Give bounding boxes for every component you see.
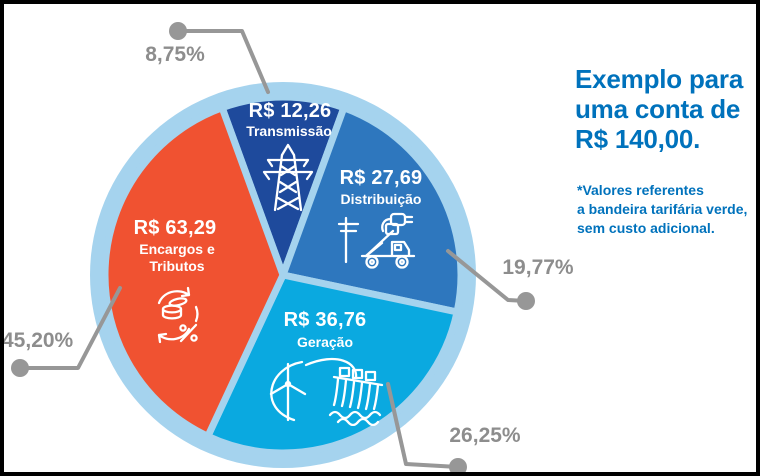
leader-dot-0	[169, 22, 187, 40]
example-title: Exemplo para uma conta de R$ 140,00.	[575, 64, 744, 154]
transmission-tower-icon	[258, 141, 318, 213]
pie-wedge-1	[279, 104, 465, 316]
pct-label-encargos: 45,20%	[2, 329, 74, 352]
wedge-label-encargos: Encargos e Tributos	[139, 241, 215, 274]
pct-label-transmissao: 8,75%	[145, 43, 205, 66]
pie-wedge-0	[218, 93, 348, 279]
pct-label-geracao: 26,25%	[449, 424, 521, 447]
leader-line-2	[386, 382, 460, 469]
wedge-amount-transmissao: R$ 12,26	[248, 100, 332, 122]
wedge-label-distribuicao: Distribuição	[340, 191, 422, 207]
tariff-flag-note: *Valores referentes a bandeira tarifária…	[577, 182, 748, 236]
wedge-amount-encargos: R$ 63,29	[133, 217, 217, 239]
wedge-label-geracao: Geração	[296, 334, 354, 350]
leader-dot-2	[449, 458, 467, 476]
pct-label-distribuicao: 19,77%	[502, 256, 574, 279]
pie-wedge-3	[101, 104, 287, 440]
leader-line-0	[176, 29, 270, 94]
coins-percent-icon	[151, 285, 203, 345]
leader-dot-3	[11, 359, 29, 377]
wedge-label-transmissao: Transmissão	[246, 123, 332, 139]
wedge-amount-distribuicao: R$ 27,69	[339, 167, 423, 189]
wedge-amount-geracao: R$ 36,76	[283, 309, 367, 331]
leader-line-3	[18, 286, 122, 370]
wind-turbine-dam-icon	[252, 356, 392, 426]
bucket-truck-plug-icon	[336, 210, 418, 274]
leader-dot-1	[517, 292, 535, 310]
